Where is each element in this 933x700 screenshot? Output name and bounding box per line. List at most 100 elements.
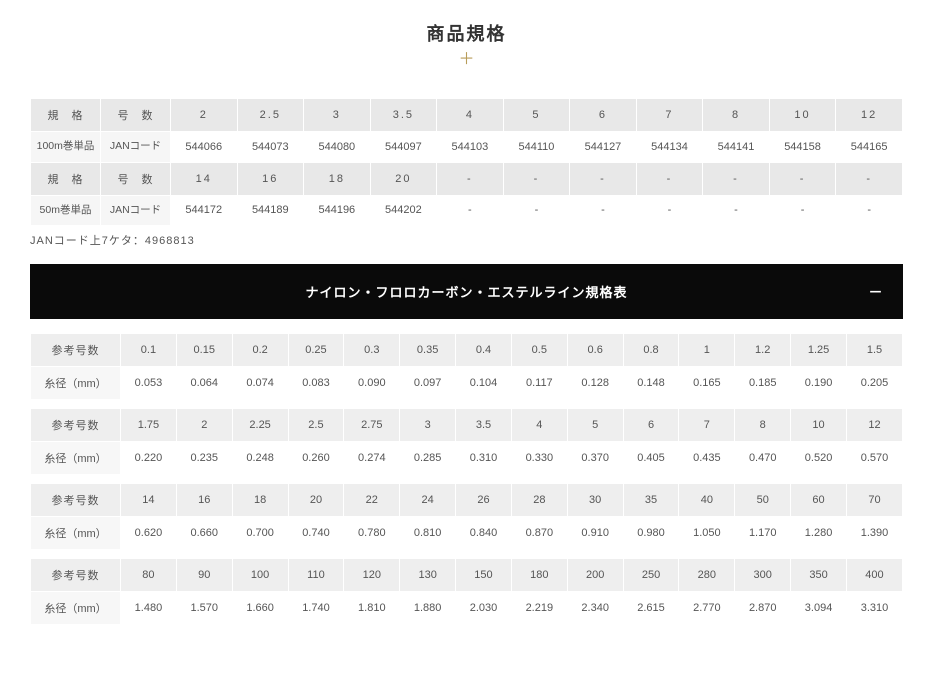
- ref-num-label: 参考号数: [31, 484, 121, 517]
- diameter-value: 0.810: [400, 517, 456, 550]
- jan-value: -: [703, 195, 770, 226]
- col-header: 18: [304, 162, 371, 195]
- spec-label: 50m巻単品: [31, 195, 101, 226]
- ref-num: 0.3: [344, 334, 400, 367]
- diameter-value: 0.620: [121, 517, 177, 550]
- diameter-value: 0.128: [567, 367, 623, 400]
- jan-value: 544172: [171, 195, 238, 226]
- jan-label: JANコード: [101, 195, 171, 226]
- diameter-value: 2.615: [623, 592, 679, 625]
- num-header: 号 数: [101, 162, 171, 195]
- diameter-value: 2.219: [511, 592, 567, 625]
- ref-num: 1.75: [121, 409, 177, 442]
- diameter-value: 0.435: [679, 442, 735, 475]
- diameter-value: 1.660: [232, 592, 288, 625]
- col-header: 3.5: [370, 99, 437, 132]
- jan-value: -: [836, 195, 903, 226]
- ref-num: 2.5: [288, 409, 344, 442]
- jan-value: 544073: [237, 132, 304, 163]
- diameter-value: 1.480: [121, 592, 177, 625]
- col-header: 10: [769, 99, 836, 132]
- ref-num: 3: [400, 409, 456, 442]
- diameter-value: 0.780: [344, 517, 400, 550]
- col-header: 5: [503, 99, 570, 132]
- ref-num: 200: [567, 559, 623, 592]
- diameter-value: 0.074: [232, 367, 288, 400]
- diameter-value: 2.870: [735, 592, 791, 625]
- ref-num: 5: [567, 409, 623, 442]
- jan-value: 544103: [437, 132, 504, 163]
- spec-banner[interactable]: ナイロン・フロロカーボン・エステルライン規格表 −: [30, 264, 903, 319]
- ref-num: 40: [679, 484, 735, 517]
- col-header: 2.5: [237, 99, 304, 132]
- diameter-value: 0.870: [511, 517, 567, 550]
- ref-num: 24: [400, 484, 456, 517]
- jan-value: 544165: [836, 132, 903, 163]
- product-spec-table: 規 格号 数22.533.5456781012100m巻単品JANコード5440…: [30, 98, 903, 226]
- diameter-value: 0.260: [288, 442, 344, 475]
- diameter-value: 0.285: [400, 442, 456, 475]
- banner-title: ナイロン・フロロカーボン・エステルライン規格表: [305, 282, 627, 301]
- product-spec-table-container: 規 格号 数22.533.5456781012100m巻単品JANコード5440…: [30, 98, 903, 226]
- ref-num: 12: [846, 409, 902, 442]
- diameter-value: 0.248: [232, 442, 288, 475]
- diameter-value: 0.083: [288, 367, 344, 400]
- diameter-value: 0.220: [121, 442, 177, 475]
- ref-num: 0.15: [176, 334, 232, 367]
- ref-num: 20: [288, 484, 344, 517]
- col-header: 12: [836, 99, 903, 132]
- line-spec-tables: 参考号数0.10.150.20.250.30.350.40.50.60.811.…: [30, 333, 903, 625]
- spec-label: 100m巻単品: [31, 132, 101, 163]
- ref-num: 0.1: [121, 334, 177, 367]
- diameter-value: 0.910: [567, 517, 623, 550]
- ref-num: 80: [121, 559, 177, 592]
- ref-num: 18: [232, 484, 288, 517]
- jan-value: 544196: [304, 195, 371, 226]
- diameter-value: 0.405: [623, 442, 679, 475]
- diameter-value: 1.570: [176, 592, 232, 625]
- col-header: 14: [171, 162, 238, 195]
- ref-num: 1.2: [735, 334, 791, 367]
- ref-num: 0.25: [288, 334, 344, 367]
- col-header: 6: [570, 99, 637, 132]
- jan-value: 544066: [171, 132, 238, 163]
- ref-num: 22: [344, 484, 400, 517]
- diameter-value: 0.104: [456, 367, 512, 400]
- ref-num: 60: [791, 484, 847, 517]
- diameter-label: 糸径（mm）: [31, 517, 121, 550]
- ref-num: 250: [623, 559, 679, 592]
- diameter-value: 1.390: [846, 517, 902, 550]
- diameter-value: 0.330: [511, 442, 567, 475]
- ref-num: 350: [791, 559, 847, 592]
- col-header: -: [636, 162, 703, 195]
- jan-note: JANコード上7ケタ：4968813: [30, 232, 903, 248]
- jan-value: 544134: [636, 132, 703, 163]
- diameter-value: 0.090: [344, 367, 400, 400]
- col-header: 7: [636, 99, 703, 132]
- ref-num: 0.5: [511, 334, 567, 367]
- ref-num: 10: [791, 409, 847, 442]
- ref-num: 280: [679, 559, 735, 592]
- diameter-value: 0.370: [567, 442, 623, 475]
- cross-icon: ＋: [30, 52, 903, 68]
- ref-num: 1: [679, 334, 735, 367]
- ref-num: 70: [846, 484, 902, 517]
- col-header: 8: [703, 99, 770, 132]
- col-header: -: [836, 162, 903, 195]
- diameter-value: 0.064: [176, 367, 232, 400]
- line-spec-table: 参考号数1.7522.252.52.7533.5456781012糸径（mm）0…: [30, 408, 903, 475]
- ref-num: 30: [567, 484, 623, 517]
- jan-value: 544110: [503, 132, 570, 163]
- ref-num: 180: [511, 559, 567, 592]
- diameter-value: 0.570: [846, 442, 902, 475]
- diameter-value: 0.980: [623, 517, 679, 550]
- col-header: 16: [237, 162, 304, 195]
- diameter-value: 0.097: [400, 367, 456, 400]
- jan-value: 544189: [237, 195, 304, 226]
- ref-num: 8: [735, 409, 791, 442]
- diameter-value: 3.310: [846, 592, 902, 625]
- ref-num: 1.5: [846, 334, 902, 367]
- col-header: 2: [171, 99, 238, 132]
- ref-num: 7: [679, 409, 735, 442]
- ref-num: 3.5: [456, 409, 512, 442]
